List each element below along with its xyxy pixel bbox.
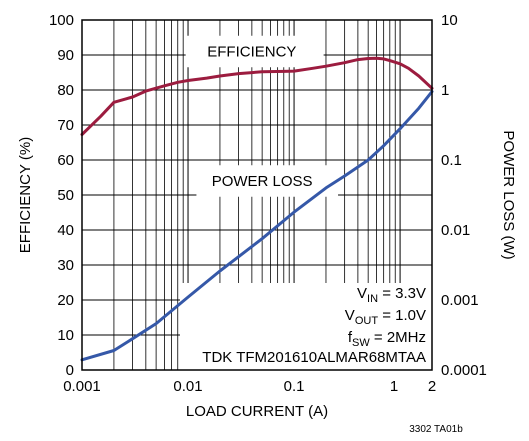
info-box-background (180, 283, 432, 370)
condition-line: fSW = 2MHz (348, 329, 426, 349)
condition-symbol: f (348, 329, 353, 346)
condition-symbol: V (345, 307, 355, 324)
condition-value: = 3.3V (378, 285, 426, 302)
label-layer: 0 10 20 30 40 50 60 70 80 90 100 0.0001 0.001 0.01 0.1… (17, 12, 517, 435)
condition-line: VOUT = 1.0V (345, 307, 426, 327)
y2-tick-label: 0.0001 (441, 362, 487, 379)
y-tick-label: 70 (57, 117, 74, 134)
condition-subscript: SW (352, 337, 370, 349)
y-tick-label: 0 (66, 362, 74, 379)
efficiency-annotation: EFFICIENCY (207, 44, 296, 61)
y-tick-label: 90 (57, 47, 74, 64)
series-layer (80, 56, 434, 362)
y-tick-label: 50 (57, 187, 74, 204)
y2-tick-label: 0.1 (441, 152, 462, 169)
x-tick-label: 0.01 (173, 378, 202, 395)
condition-line: TDK TFM201610ALMAR68MTAA (202, 349, 426, 366)
efficiency-line (80, 56, 434, 136)
y-tick-label: 100 (49, 12, 74, 29)
x-tick-label: 2 (428, 378, 436, 395)
x-tick-label: 0.1 (284, 378, 305, 395)
condition-subscript: OUT (355, 315, 379, 327)
x-tick-label: 1 (390, 378, 398, 395)
x-tick-label: 0.001 (63, 378, 101, 395)
y-tick-label: 10 (57, 327, 74, 344)
condition-line: VIN = 3.3V (357, 285, 426, 305)
figure-id: 3302 TA01b (409, 424, 463, 435)
condition-subscript: IN (367, 293, 378, 305)
y2-tick-label: 10 (441, 12, 458, 29)
condition-symbol: TDK TFM201610ALMAR68MTAA (202, 349, 426, 366)
y-tick-label: 80 (57, 82, 74, 99)
x-axis-title: LOAD CURRENT (A) (186, 403, 328, 420)
y-tick-label: 40 (57, 222, 74, 239)
y-tick-label: 30 (57, 257, 74, 274)
y2-tick-label: 1 (441, 82, 449, 99)
y2-axis-title: POWER LOSS (W) (500, 130, 517, 259)
y2-tick-label: 0.01 (441, 222, 470, 239)
y-axis-title: EFFICIENCY (%) (17, 137, 34, 253)
y-tick-label: 60 (57, 152, 74, 169)
y2-tick-label: 0.001 (441, 292, 479, 309)
condition-symbol: V (357, 285, 367, 302)
condition-value: = 2MHz (370, 329, 426, 346)
grid-layer (82, 20, 432, 370)
axis-layer (81, 19, 433, 371)
plot-frame (81, 19, 433, 371)
power-loss-line (80, 90, 434, 362)
condition-value: = 1.0V (378, 307, 426, 324)
power-loss-annotation: POWER LOSS (212, 173, 313, 190)
y-tick-label: 20 (57, 292, 74, 309)
